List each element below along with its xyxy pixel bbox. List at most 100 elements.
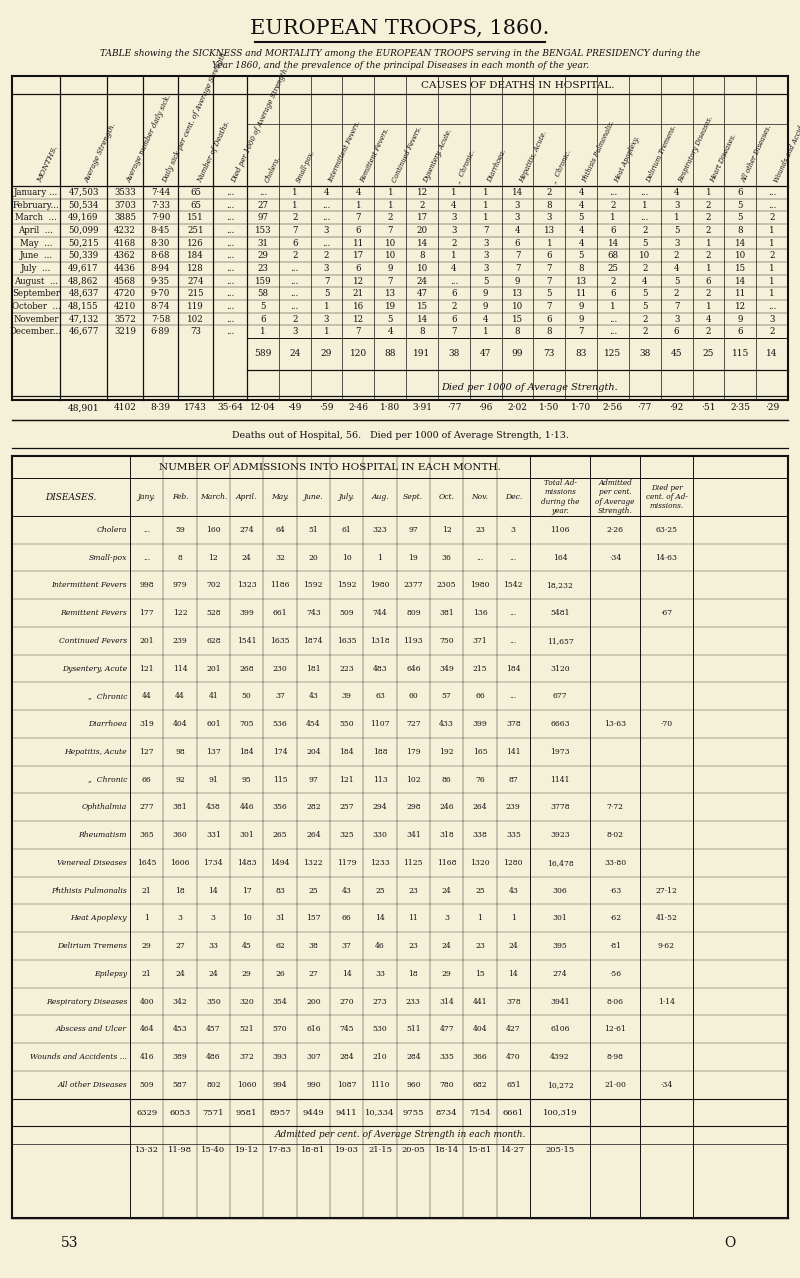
Text: 393: 393 bbox=[273, 1053, 287, 1061]
Text: 2: 2 bbox=[642, 263, 647, 272]
Text: 114: 114 bbox=[173, 665, 187, 672]
Text: ...: ... bbox=[450, 276, 458, 285]
Text: 13: 13 bbox=[544, 226, 555, 235]
Text: ...: ... bbox=[290, 289, 299, 298]
Text: 365: 365 bbox=[139, 831, 154, 840]
Text: 246: 246 bbox=[439, 804, 454, 812]
Text: 5: 5 bbox=[546, 289, 552, 298]
Text: ·92: ·92 bbox=[670, 404, 684, 413]
Text: 50,339: 50,339 bbox=[68, 252, 98, 261]
Text: 24: 24 bbox=[509, 942, 518, 950]
Text: 3: 3 bbox=[483, 263, 488, 272]
Text: ...: ... bbox=[226, 226, 234, 235]
Text: 994: 994 bbox=[273, 1081, 287, 1089]
Text: 356: 356 bbox=[273, 804, 287, 812]
Text: Average Strength.: Average Strength. bbox=[83, 121, 118, 184]
Text: 23: 23 bbox=[408, 887, 418, 895]
Text: Venereal Diseases: Venereal Diseases bbox=[57, 859, 127, 866]
Text: 119: 119 bbox=[187, 302, 204, 311]
Text: 6329: 6329 bbox=[136, 1108, 158, 1117]
Text: 616: 616 bbox=[306, 1025, 321, 1034]
Text: 1743: 1743 bbox=[184, 404, 207, 413]
Text: 1973: 1973 bbox=[550, 748, 570, 755]
Text: 3: 3 bbox=[674, 201, 679, 210]
Text: 4: 4 bbox=[514, 226, 520, 235]
Text: 1: 1 bbox=[387, 201, 393, 210]
Text: 1: 1 bbox=[478, 914, 482, 923]
Text: 1: 1 bbox=[292, 188, 298, 197]
Text: 24: 24 bbox=[442, 942, 451, 950]
Text: 64: 64 bbox=[275, 525, 285, 534]
Text: 750: 750 bbox=[439, 636, 454, 645]
Text: 4: 4 bbox=[451, 263, 457, 272]
Text: 5: 5 bbox=[674, 276, 679, 285]
Text: 1: 1 bbox=[706, 263, 711, 272]
Text: 3703: 3703 bbox=[114, 201, 136, 210]
Text: 511: 511 bbox=[406, 1025, 421, 1034]
Text: 7: 7 bbox=[514, 263, 520, 272]
Text: September: September bbox=[12, 289, 60, 298]
Text: 27: 27 bbox=[175, 942, 185, 950]
Text: 38: 38 bbox=[448, 349, 459, 359]
Text: Nov.: Nov. bbox=[471, 493, 489, 501]
Text: 100,319: 100,319 bbox=[542, 1108, 578, 1117]
Text: 550: 550 bbox=[339, 720, 354, 728]
Text: 20: 20 bbox=[417, 226, 427, 235]
Text: 8: 8 bbox=[178, 553, 182, 561]
Text: 174: 174 bbox=[273, 748, 287, 755]
Text: 1: 1 bbox=[483, 213, 489, 222]
Text: July  ...: July ... bbox=[21, 263, 51, 272]
Text: 62: 62 bbox=[275, 942, 285, 950]
Text: 44: 44 bbox=[142, 693, 151, 700]
Text: 528: 528 bbox=[206, 610, 221, 617]
Text: 4: 4 bbox=[578, 201, 584, 210]
Text: 3: 3 bbox=[292, 327, 298, 336]
Text: 192: 192 bbox=[439, 748, 454, 755]
Text: 1: 1 bbox=[642, 201, 648, 210]
Text: 11: 11 bbox=[409, 914, 418, 923]
Text: 9755: 9755 bbox=[402, 1108, 424, 1117]
Text: 16,478: 16,478 bbox=[546, 859, 574, 866]
Text: 201: 201 bbox=[206, 665, 221, 672]
Text: 1606: 1606 bbox=[170, 859, 190, 866]
Text: 349: 349 bbox=[439, 665, 454, 672]
Text: 24: 24 bbox=[442, 887, 451, 895]
Text: 13: 13 bbox=[385, 289, 396, 298]
Text: 1·80: 1·80 bbox=[380, 404, 400, 413]
Text: 2: 2 bbox=[674, 289, 679, 298]
Text: 744: 744 bbox=[373, 610, 387, 617]
Text: 335: 335 bbox=[439, 1053, 454, 1061]
Text: 8: 8 bbox=[419, 252, 425, 261]
Text: 2·35: 2·35 bbox=[730, 404, 750, 413]
Text: 66: 66 bbox=[475, 693, 485, 700]
Text: 318: 318 bbox=[439, 831, 454, 840]
Text: 1: 1 bbox=[451, 188, 457, 197]
Text: 1: 1 bbox=[292, 201, 298, 210]
Text: 15: 15 bbox=[512, 314, 523, 323]
Text: 8·45: 8·45 bbox=[151, 226, 170, 235]
Text: ·49: ·49 bbox=[287, 404, 302, 413]
Text: 6: 6 bbox=[738, 188, 743, 197]
Text: 1193: 1193 bbox=[403, 636, 423, 645]
Text: 24: 24 bbox=[242, 553, 251, 561]
Text: Abscess and Ulcer: Abscess and Ulcer bbox=[56, 1025, 127, 1034]
Text: 979: 979 bbox=[173, 581, 187, 589]
Text: „  Chronic.: „ Chronic. bbox=[550, 148, 572, 184]
Text: 745: 745 bbox=[339, 1025, 354, 1034]
Text: 29: 29 bbox=[442, 970, 451, 978]
Text: 26: 26 bbox=[275, 970, 285, 978]
Text: ·77: ·77 bbox=[446, 404, 461, 413]
Text: 5: 5 bbox=[578, 213, 584, 222]
Text: 2: 2 bbox=[451, 239, 457, 248]
Text: 3: 3 bbox=[451, 226, 457, 235]
Text: December...: December... bbox=[10, 327, 62, 336]
Text: 7571: 7571 bbox=[202, 1108, 224, 1117]
Text: 1186: 1186 bbox=[270, 581, 290, 589]
Text: 1: 1 bbox=[483, 188, 489, 197]
Text: 282: 282 bbox=[306, 804, 321, 812]
Text: 677: 677 bbox=[553, 693, 567, 700]
Text: 184: 184 bbox=[239, 748, 254, 755]
Text: 38: 38 bbox=[639, 349, 650, 359]
Text: 5: 5 bbox=[642, 302, 647, 311]
Text: ...: ... bbox=[226, 327, 234, 336]
